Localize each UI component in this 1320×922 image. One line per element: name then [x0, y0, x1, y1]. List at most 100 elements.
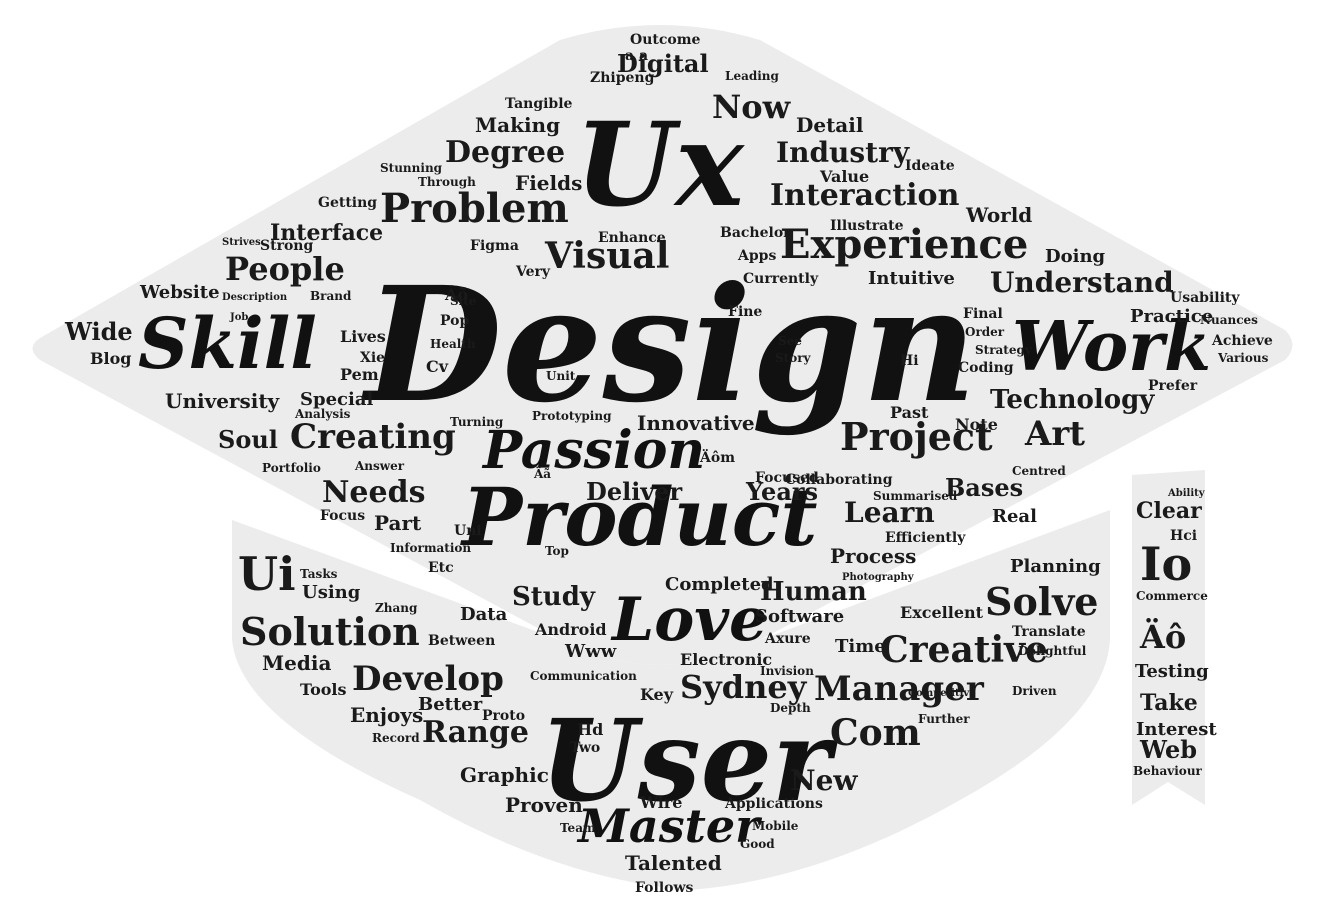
word-portfolio: Portfolio [262, 461, 321, 475]
word-pop: Pop [440, 313, 469, 329]
word-translate: Translate [1012, 624, 1086, 640]
word-media: Media [262, 651, 331, 675]
word-tasks: Tasks [300, 567, 338, 581]
word-creating: Creating [290, 417, 456, 457]
word-love: Love [610, 585, 767, 655]
word-behaviour: Behaviour [1133, 764, 1203, 778]
word-now: Now [712, 88, 792, 126]
word-new: New [790, 764, 858, 797]
word-testing: Testing [1135, 661, 1209, 682]
word-key: Key [640, 685, 674, 704]
word-story: Story [775, 351, 812, 365]
word-order: Order [965, 325, 1005, 339]
word-experience: Experience [780, 221, 1028, 268]
word-between: Between [428, 633, 495, 649]
word-coding: Coding [958, 360, 1014, 376]
word-proven: Proven [505, 793, 583, 817]
word-focus: Focus [320, 508, 365, 524]
word-prefer: Prefer [1148, 378, 1198, 394]
word-xie: Xie [360, 350, 385, 366]
word-answer: Answer [354, 459, 405, 473]
word-applications: Applications [724, 796, 823, 812]
word-turning: Turning [450, 415, 504, 429]
word-deliver: Deliver [586, 477, 683, 506]
word-delightful: Delightful [1018, 644, 1087, 658]
word-value: Value [819, 167, 869, 186]
word-android: Android [534, 620, 607, 639]
word-planning: Planning [1010, 556, 1101, 577]
word-etc: Etc [428, 560, 454, 576]
word-solution: Solution [240, 609, 420, 654]
word-competitive: Competitive [908, 688, 976, 699]
word-strong: Strong [260, 238, 313, 254]
word-photography: Photography [842, 572, 915, 583]
word-two: Two [570, 740, 600, 756]
word-enhance: Enhance [598, 230, 666, 246]
word-through: Through [418, 175, 476, 189]
word-figma: Figma [470, 238, 519, 254]
word-fields: Fields [515, 171, 582, 195]
word-process: Process [830, 544, 916, 568]
word-strategy: Strategy [975, 343, 1033, 357]
word-industry: Industry [776, 136, 910, 169]
word-better: Better [418, 694, 483, 715]
word-wire: Wire [639, 793, 682, 812]
word-intuitive: Intuitive [868, 268, 955, 289]
word-excellent: Excellent [900, 603, 984, 622]
word-illustrate: Illustrate [830, 218, 904, 234]
word-aa: a a [625, 48, 648, 64]
word-information: Information [390, 541, 471, 555]
word-soul: Soul [218, 425, 278, 454]
word-see: See [778, 334, 802, 348]
word-ideate: Ideate [905, 158, 955, 174]
word-mobile: Mobile [752, 819, 799, 833]
word-graphic: Graphic [460, 763, 549, 787]
word-hd: Hd [577, 720, 603, 739]
word-a-circ-small: Áõ [444, 284, 468, 304]
word-past: Past [890, 403, 929, 422]
word-various: Various [1217, 351, 1269, 365]
word-understand: Understand [990, 266, 1174, 299]
word-zhipeng: Zhipeng [590, 70, 655, 86]
word-getting: Getting [318, 195, 377, 211]
word-take: Take [1140, 690, 1198, 716]
word-data: Data [460, 604, 508, 625]
word-axure: Axure [764, 631, 811, 647]
word-clear: Clear [1136, 498, 1202, 524]
word-health: Health [430, 337, 476, 351]
word-interest: Interest [1136, 719, 1217, 740]
word-software: Software [755, 606, 844, 627]
word-prototyping: Prototyping [532, 409, 612, 423]
word-io: Io [1140, 537, 1192, 591]
word-unit: Unit [546, 369, 576, 383]
word-centred: Centred [1012, 464, 1066, 478]
word-a-circ: Äô [1139, 618, 1186, 656]
word-good: Good [740, 837, 775, 851]
word-hi: Hi [900, 353, 919, 369]
word-cv: Cv [426, 357, 449, 376]
word-a-om: Äôm [699, 447, 735, 466]
word-team: Team [560, 821, 596, 835]
word-solve: Solve [985, 579, 1098, 624]
word-university: University [165, 389, 281, 413]
word-study: Study [512, 582, 596, 612]
word-making: Making [475, 113, 560, 137]
word-part: Part [374, 511, 422, 535]
word-talented: Talented [625, 851, 722, 875]
word-job: Job [229, 312, 248, 323]
word-follows: Follows [635, 880, 694, 896]
word-technology: Technology [990, 385, 1155, 415]
word-collaborating: Collaborating [785, 472, 893, 488]
word-currently: Currently [743, 271, 819, 287]
word-final: Final [963, 306, 1003, 322]
word-a-a: Äã [533, 466, 551, 481]
word-communication: Communication [530, 669, 637, 683]
word-using: Using [302, 582, 361, 603]
word-very: Very [515, 264, 551, 280]
word-blog: Blog [90, 349, 131, 368]
word-enjoys: Enjoys [350, 703, 423, 727]
word-depth: Depth [770, 701, 811, 715]
word-doing: Doing [1045, 246, 1106, 267]
word-detail: Detail [796, 113, 864, 137]
word-degree: Degree [445, 135, 565, 170]
